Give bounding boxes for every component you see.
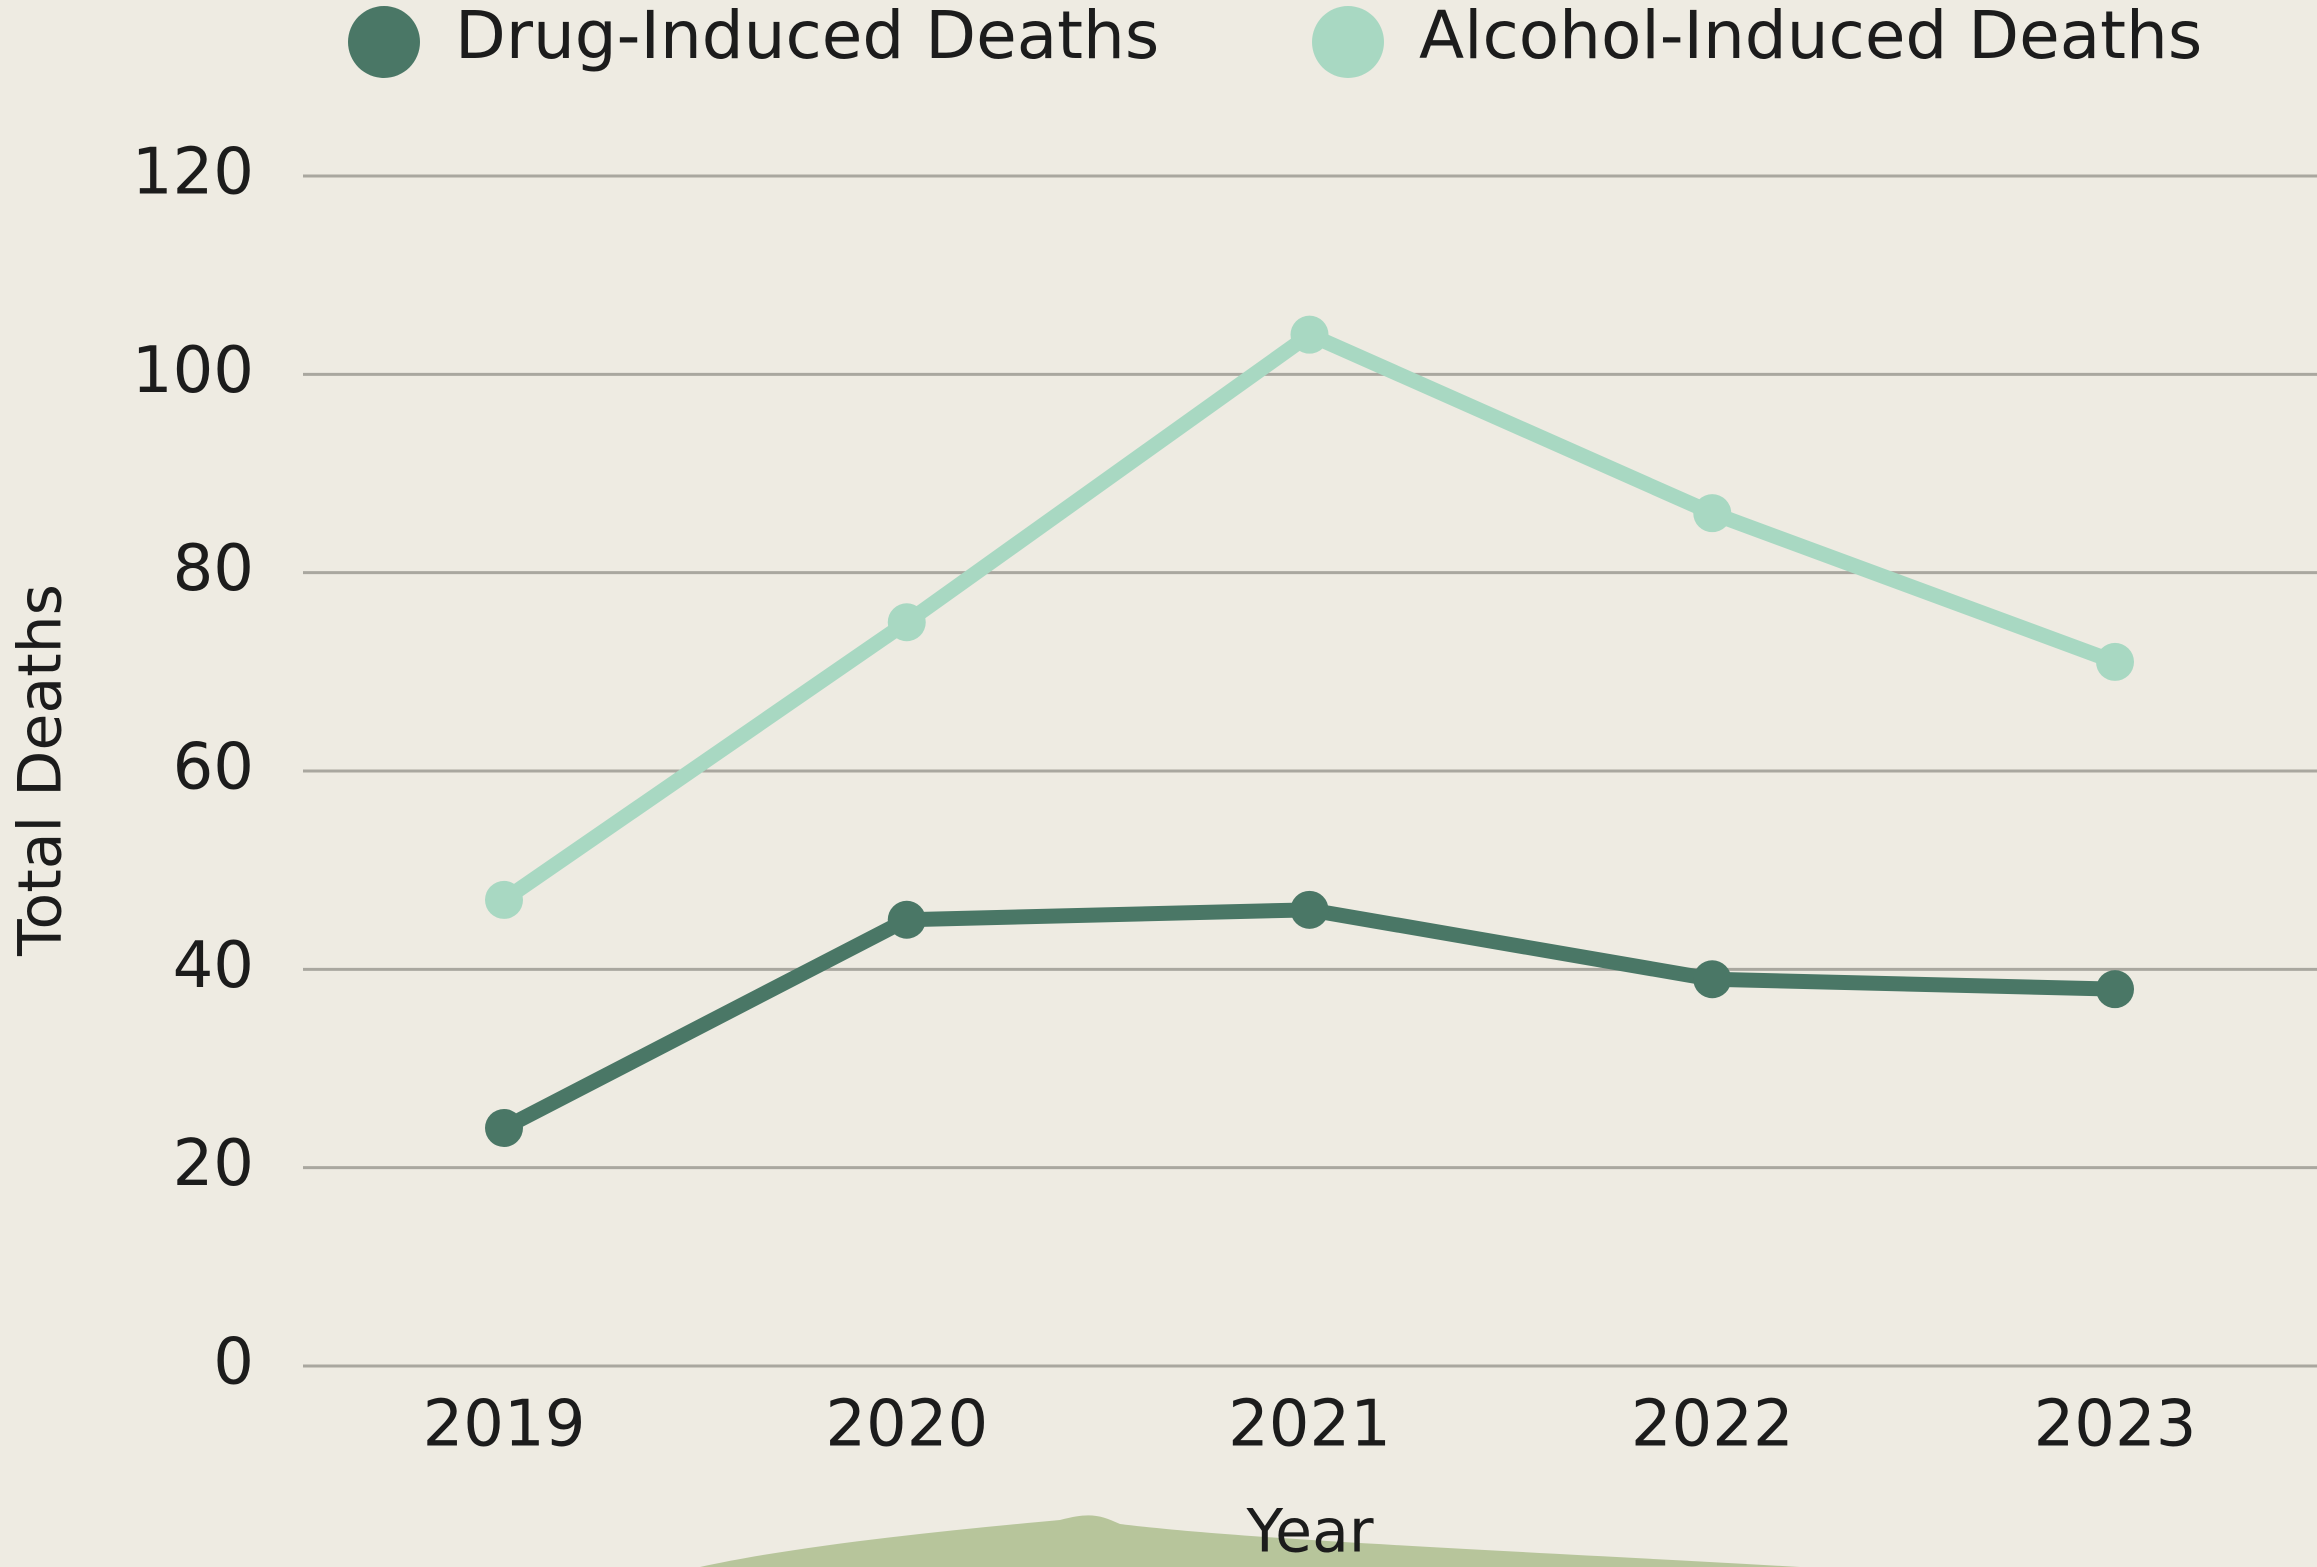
point bbox=[485, 880, 523, 919]
point bbox=[887, 603, 926, 642]
y-tick-label: 0 bbox=[213, 1326, 254, 1400]
series-line bbox=[499, 327, 2118, 907]
legend-label: Alcohol-Induced Deaths bbox=[1419, 0, 2202, 74]
point bbox=[485, 1109, 523, 1147]
point bbox=[1693, 494, 1732, 533]
y-tick-label: 120 bbox=[132, 136, 254, 210]
x-axis-title: Year bbox=[1245, 1497, 1373, 1567]
point bbox=[2096, 642, 2134, 681]
y-tick-label: 80 bbox=[173, 532, 254, 606]
point bbox=[1290, 890, 1329, 929]
x-tick-label: 2020 bbox=[825, 1388, 988, 1462]
y-axis-title: Total Deaths bbox=[6, 584, 76, 957]
x-tick-label: 2019 bbox=[423, 1388, 586, 1462]
point bbox=[1693, 960, 1732, 999]
legend-swatch bbox=[348, 6, 420, 78]
legend-label: Drug-Induced Deaths bbox=[455, 0, 1159, 74]
y-tick-label: 20 bbox=[173, 1127, 254, 1201]
x-tick-label: 2021 bbox=[1228, 1388, 1391, 1462]
point bbox=[2096, 970, 2134, 1009]
y-tick-label: 100 bbox=[132, 334, 254, 408]
point bbox=[1290, 315, 1329, 354]
y-tick-label: 60 bbox=[173, 731, 254, 805]
legend-swatch bbox=[1312, 6, 1384, 78]
point bbox=[887, 900, 926, 939]
x-tick-label: 2022 bbox=[1631, 1388, 1794, 1462]
x-tick-label: 2023 bbox=[2034, 1388, 2197, 1462]
series-line bbox=[500, 902, 2116, 1135]
hill-decoration bbox=[700, 1515, 1800, 1567]
y-tick-label: 40 bbox=[173, 929, 254, 1003]
